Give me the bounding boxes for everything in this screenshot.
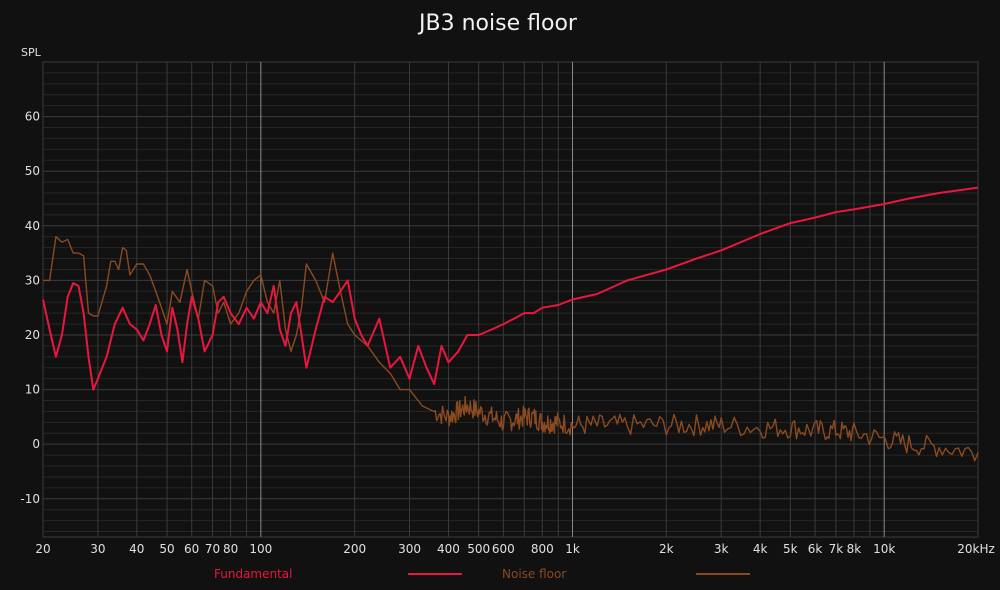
x-tick-label: 6k (808, 542, 823, 556)
x-tick-label: 20 (35, 542, 50, 556)
x-tick-label: 40 (129, 542, 144, 556)
y-tick-label: 60 (25, 110, 40, 124)
y-axis-ticks: -10 0 10 20 30 40 50 60 (20, 110, 40, 506)
x-tick-label: 30 (90, 542, 105, 556)
series-group (42, 186, 979, 462)
legend[interactable]: Fundamental Noise floor (214, 567, 750, 581)
chart-title: JB3 noise floor (417, 11, 578, 36)
x-tick-label: 2k (659, 542, 674, 556)
x-tick-label: 200 (343, 542, 366, 556)
y-tick-label: 0 (32, 437, 40, 451)
y-axis-label: SPL (21, 46, 42, 59)
y-tick-label: 10 (25, 383, 40, 397)
x-tick-label: 7k (829, 542, 844, 556)
y-tick-label: 20 (25, 328, 40, 342)
x-tick-label: 10k (873, 542, 895, 556)
x-tick-label: 600 (492, 542, 515, 556)
x-tick-label: 5k (783, 542, 798, 556)
legend-label-fundamental[interactable]: Fundamental (214, 567, 293, 581)
x-tick-label: 300 (398, 542, 421, 556)
y-tick-label: 50 (25, 164, 40, 178)
x-tick-label: 70 (205, 542, 220, 556)
y-tick-label: 40 (25, 219, 40, 233)
series-line-fundamental (42, 186, 979, 391)
series-line-noise-floor (43, 236, 979, 462)
x-tick-label: 3k (714, 542, 729, 556)
x-tick-label: 500 (467, 542, 490, 556)
x-tick-label: 4k (753, 542, 768, 556)
x-tick-label: 800 (531, 542, 554, 556)
y-tick-label: -10 (20, 492, 40, 506)
legend-label-noise-floor[interactable]: Noise floor (502, 567, 566, 581)
x-tick-label: 20kHz (957, 542, 995, 556)
x-tick-label: 8k (847, 542, 862, 556)
x-tick-label: 100 (249, 542, 272, 556)
x-tick-label: 50 (159, 542, 174, 556)
x-axis-ticks: 20 30 40 50 60 70 80 100 200 300 400 500 600 800 1k 2k 3… (35, 542, 994, 556)
x-tick-label: 1k (565, 542, 580, 556)
y-tick-label: 30 (25, 273, 40, 287)
grid (42, 61, 979, 537)
x-tick-label: 60 (184, 542, 199, 556)
x-tick-label: 400 (437, 542, 460, 556)
x-tick-label: 80 (223, 542, 238, 556)
